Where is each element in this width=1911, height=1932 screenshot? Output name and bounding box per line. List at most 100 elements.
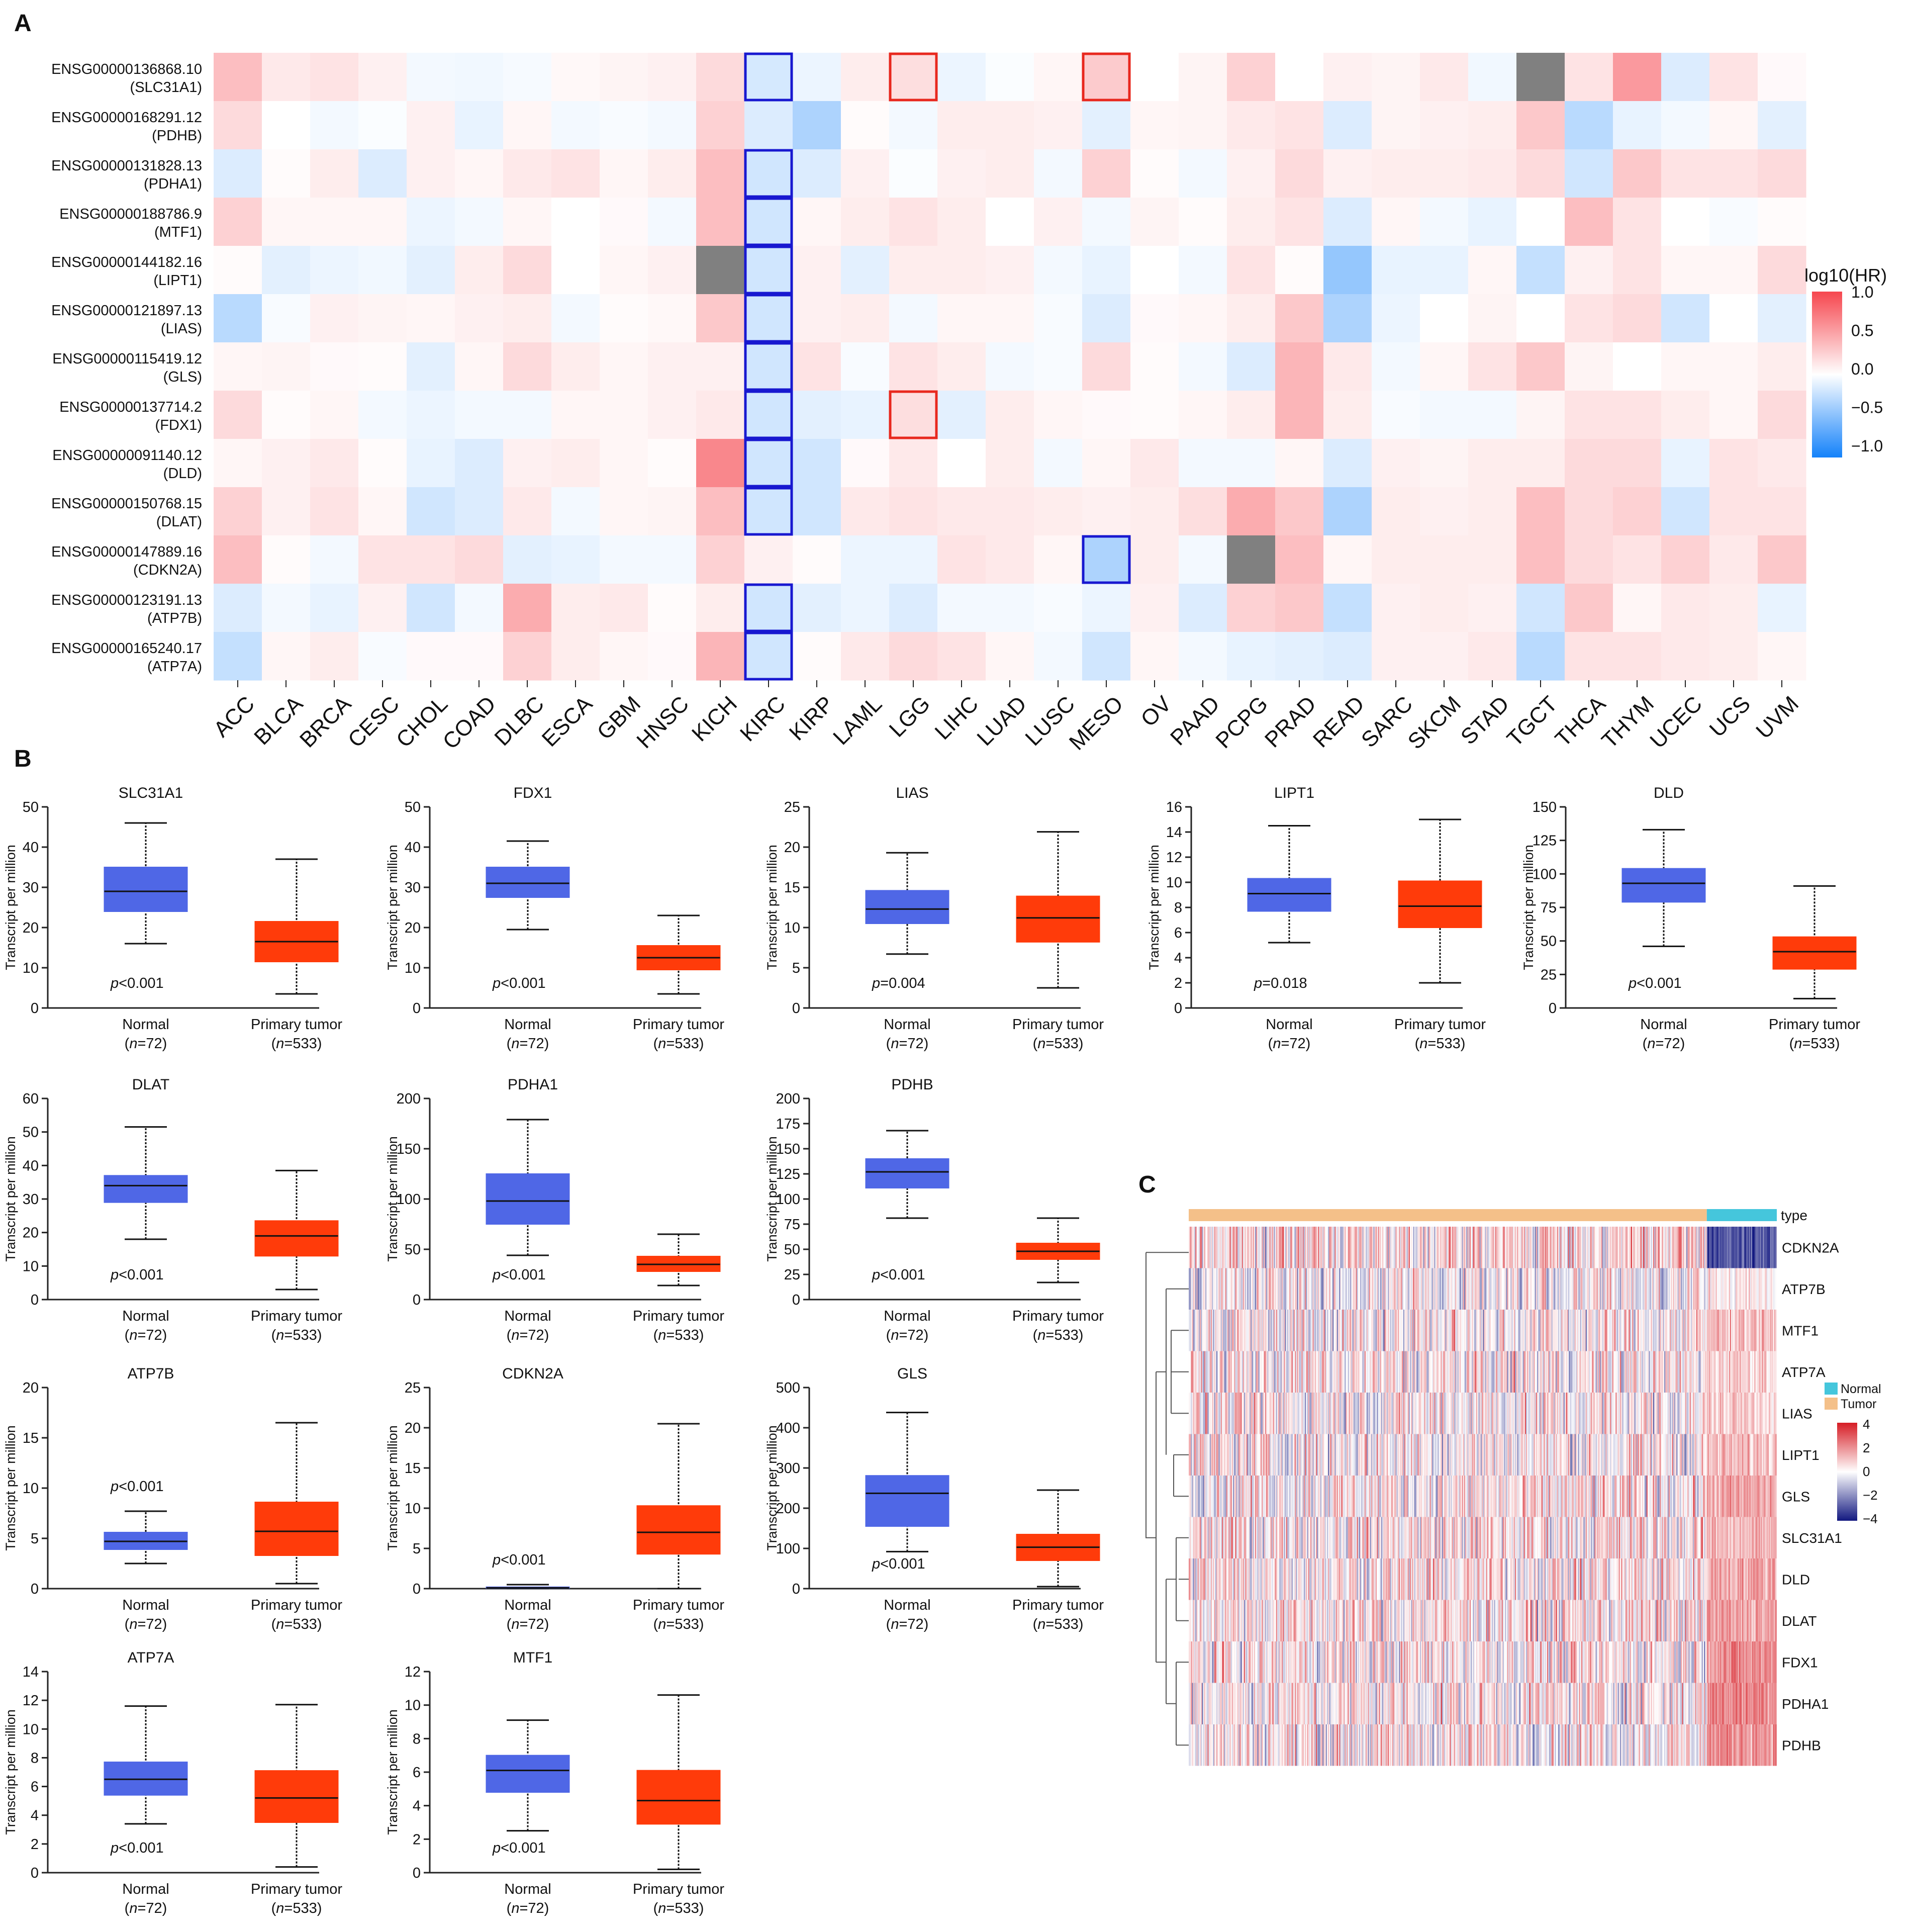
group-n-label: (n=72) [125,1900,167,1916]
tumor-sample-cell [1266,1227,1268,1268]
tumor-sample-cell [1661,1227,1662,1268]
tumor-sample-cell [1416,1268,1418,1310]
tumor-sample-cell [1539,1268,1541,1310]
tumor-sample-cell [1567,1310,1568,1351]
tumor-sample-cell [1218,1310,1220,1351]
tumor-sample-cell [1251,1517,1252,1558]
tumor-sample-cell [1666,1351,1668,1393]
tumor-sample-cell [1433,1227,1435,1268]
tumor-sample-cell [1201,1227,1202,1268]
heatmap-cell [1130,101,1179,150]
tumor-sample-cell [1346,1517,1347,1558]
tumor-sample-cell [1543,1476,1544,1517]
heatmap-cell [648,584,697,632]
tumor-sample-cell [1244,1268,1246,1310]
tumor-sample-cell [1259,1393,1261,1434]
tumor-sample-cell [1372,1517,1374,1558]
tumor-sample-cell [1601,1227,1603,1268]
tumor-sample-cell [1685,1227,1687,1268]
tumor-sample-cell [1416,1476,1418,1517]
tumor-sample-cell [1268,1476,1270,1517]
heatmap-cell [1130,294,1179,343]
heatmap-cell [696,632,745,681]
tumor-sample-cell [1366,1227,1367,1268]
tumor-sample-cell [1587,1268,1588,1310]
tumor-sample-cell [1540,1227,1542,1268]
tumor-sample-cell [1696,1351,1698,1393]
tumor-sample-cell [1610,1351,1611,1393]
tumor-sample-cell [1355,1393,1356,1434]
tumor-sample-cell [1371,1476,1373,1517]
tumor-sample-cell [1560,1268,1562,1310]
tumor-sample-cell [1325,1476,1327,1517]
tumor-sample-cell [1360,1434,1362,1476]
tumor-sample-cell [1534,1227,1535,1268]
tumor-sample-cell [1644,1268,1646,1310]
tumor-sample-cell [1491,1476,1493,1517]
heatmap-cell [841,487,890,536]
tumor-sample-cell [1510,1351,1512,1393]
tumor-sample-cell [1475,1434,1477,1476]
tumor-sample-cell [1434,1310,1436,1351]
tumor-sample-cell [1345,1351,1346,1393]
normal-sample-cell [1714,1434,1716,1476]
tumor-sample-cell [1464,1517,1466,1558]
tumor-sample-cell [1622,1393,1623,1434]
tumor-sample-cell [1538,1434,1540,1476]
tumor-sample-cell [1330,1517,1332,1558]
tumor-sample-cell [1190,1351,1191,1393]
tumor-sample-cell [1676,1476,1678,1517]
tumor-sample-cell [1504,1434,1505,1476]
tumor-sample-cell [1357,1268,1358,1310]
tumor-sample-cell [1606,1476,1608,1517]
tumor-sample-cell [1627,1351,1628,1393]
tumor-sample-cell [1220,1351,1222,1393]
tumor-sample-cell [1408,1310,1410,1351]
tumor-sample-cell [1546,1351,1548,1393]
tumor-sample-cell [1433,1268,1435,1310]
tumor-sample-cell [1497,1227,1499,1268]
tumor-sample-cell [1405,1227,1407,1268]
heatmap-cell [1372,198,1420,246]
tumor-sample-cell [1416,1310,1418,1351]
tumor-sample-cell [1211,1517,1212,1558]
tumor-sample-cell [1603,1351,1605,1393]
tumor-sample-cell [1206,1227,1208,1268]
normal-sample-cell [1714,1393,1716,1434]
tumor-sample-cell [1457,1434,1459,1476]
tumor-sample-cell [1201,1434,1202,1476]
tumor-sample-cell [1455,1227,1457,1268]
tumor-sample-cell [1288,1310,1290,1351]
normal-sample-cell [1766,1393,1768,1434]
normal-sample-cell [1741,1393,1743,1434]
tumor-sample-cell [1227,1517,1229,1558]
tumor-sample-cell [1599,1393,1600,1434]
tumor-sample-cell [1655,1434,1657,1476]
tumor-sample-cell [1628,1393,1629,1434]
tumor-sample-cell [1686,1476,1688,1517]
tumor-sample-cell [1524,1227,1526,1268]
tumor-sample-cell [1626,1476,1627,1517]
normal-sample-cell [1732,1351,1734,1393]
tumor-sample-cell [1191,1227,1192,1268]
tumor-sample-cell [1252,1268,1253,1310]
tumor-sample-cell [1670,1393,1671,1434]
tumor-sample-cell [1480,1310,1482,1351]
tumor-sample-cell [1313,1310,1315,1351]
tumor-sample-cell [1485,1227,1487,1268]
tumor-sample-cell [1236,1310,1238,1351]
normal-sample-cell [1743,1227,1745,1268]
tumor-sample-cell [1473,1268,1474,1310]
heatmap-cell [1227,246,1276,295]
tumor-sample-cell [1417,1434,1419,1476]
heatmap-cell [1323,584,1372,632]
tumor-sample-cell [1696,1393,1698,1434]
tumor-sample-cell [1253,1476,1255,1517]
tumor-sample-cell [1693,1351,1694,1393]
tumor-sample-cell [1314,1310,1316,1351]
tumor-sample-cell [1673,1476,1675,1517]
normal-sample-cell [1707,1476,1709,1517]
tumor-sample-cell [1532,1434,1533,1476]
normal-sample-cell [1720,1310,1722,1351]
tumor-sample-cell [1678,1268,1680,1310]
